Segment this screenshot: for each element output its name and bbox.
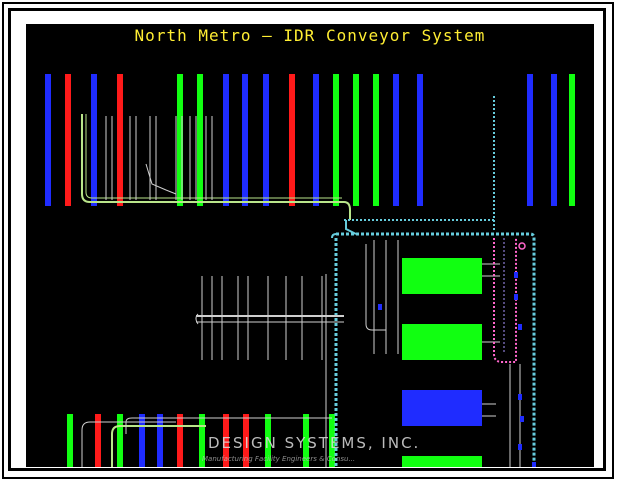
- marker: [518, 444, 522, 450]
- staging-lane-bar: [527, 74, 533, 206]
- staging-lane-bar: [243, 414, 249, 467]
- conveyor-line: [365, 244, 386, 331]
- staging-lane-bar: [139, 414, 145, 467]
- staging-lane-bar: [177, 74, 183, 206]
- marker: [514, 272, 518, 278]
- marker: [378, 304, 382, 310]
- staging-lane-bar: [177, 414, 183, 467]
- conveyor-node: [518, 242, 526, 250]
- conveyor-layout-drawing: [45, 74, 575, 467]
- staging-lane-bar: [117, 414, 123, 467]
- conveyor-line: [125, 417, 332, 434]
- staging-lane-bar: [199, 414, 205, 467]
- staging-lane-bar: [45, 74, 51, 206]
- staging-lane-bar: [197, 74, 203, 206]
- conveyor-line: [345, 220, 357, 235]
- conveyor-loop: [336, 232, 536, 467]
- staging-lane-bar: [265, 414, 271, 467]
- storage-block: [402, 324, 482, 360]
- storage-block: [402, 258, 482, 294]
- staging-lane-bar: [65, 74, 71, 206]
- conveyor-loop: [331, 233, 337, 239]
- staging-lane-bar: [303, 414, 309, 467]
- marker: [518, 324, 522, 330]
- staging-lane-bar: [95, 414, 101, 467]
- marker: [520, 416, 524, 422]
- marker: [532, 462, 536, 467]
- conveyor-line: [111, 425, 206, 467]
- watermark-subtitle: Manufacturing Facility Engineers & Consu…: [202, 455, 356, 463]
- staging-lane-bar: [289, 74, 295, 206]
- staging-lane-bar: [91, 74, 97, 206]
- staging-lane-bar: [417, 74, 423, 206]
- conveyor-line: [81, 421, 176, 467]
- staging-lane-bar: [67, 414, 73, 467]
- staging-lane-bar: [393, 74, 399, 206]
- storage-block: [402, 390, 482, 426]
- staging-lane-bar: [242, 74, 248, 206]
- marker: [514, 294, 518, 300]
- storage-block: [402, 456, 482, 467]
- drawing-title: North Metro — IDR Conveyor System: [134, 26, 486, 45]
- staging-lane-bar: [223, 414, 229, 467]
- staging-lane-bar: [329, 414, 335, 467]
- watermark-company: DESIGN SYSTEMS, INC.: [208, 434, 421, 452]
- conveyor-line: [145, 163, 177, 195]
- staging-lane-bar: [373, 74, 379, 206]
- staging-lane-bar: [117, 74, 123, 206]
- conveyor-line: [81, 114, 351, 220]
- staging-lane-bar: [157, 414, 163, 467]
- cad-drawing-canvas[interactable]: North Metro — IDR Conveyor System DESIGN…: [26, 24, 594, 467]
- staging-lane-bar: [223, 74, 229, 206]
- staging-lane-bar: [569, 74, 575, 206]
- staging-lane-bar: [333, 74, 339, 206]
- conveyor-line: [195, 313, 199, 325]
- staging-lane-bar: [263, 74, 269, 206]
- staging-lane-bar: [313, 74, 319, 206]
- staging-lane-bar: [551, 74, 557, 206]
- staging-lane-bar: [353, 74, 359, 206]
- marker: [518, 394, 522, 400]
- conveyor-line: [85, 114, 342, 199]
- return-conveyor: [493, 238, 517, 363]
